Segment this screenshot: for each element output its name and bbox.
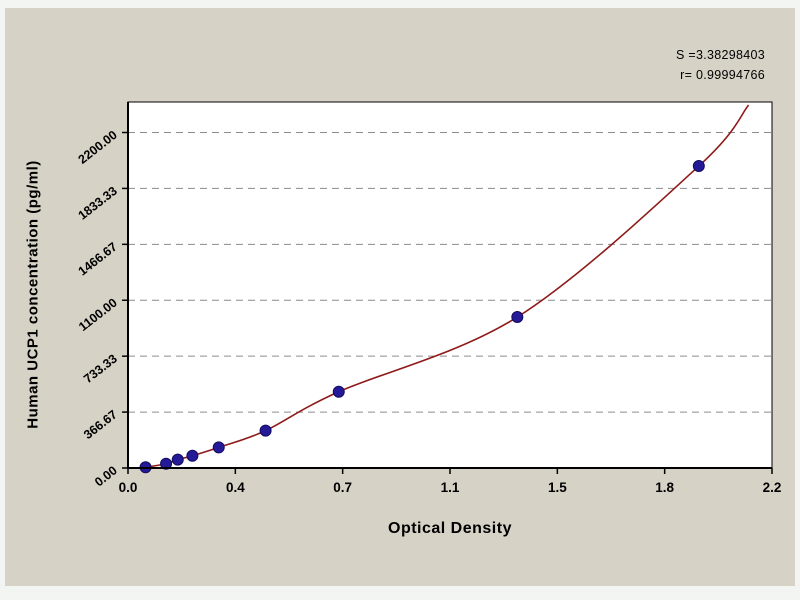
- data-point: [511, 311, 524, 324]
- data-point: [692, 160, 705, 173]
- x-tick-label: 0.0: [119, 480, 138, 495]
- x-tick-label: 1.8: [655, 480, 674, 495]
- data-point: [332, 385, 345, 398]
- y-tick-label: 1466.67: [76, 240, 120, 279]
- y-tick-label: 366.67: [81, 407, 120, 442]
- fit-parameter-r: r= 0.99994766: [680, 68, 765, 82]
- data-point: [212, 441, 225, 454]
- x-tick-label: 0.7: [333, 480, 352, 495]
- y-tick-label: 733.33: [81, 351, 120, 386]
- x-axis-label: Optical Density: [388, 520, 512, 537]
- plot-background: [128, 102, 772, 468]
- x-tick-label: 1.1: [441, 480, 460, 495]
- x-tick-label: 0.4: [226, 480, 245, 495]
- data-point: [259, 424, 272, 437]
- data-point: [171, 453, 184, 466]
- y-tick-label: 1833.33: [76, 184, 120, 223]
- data-point: [160, 457, 173, 470]
- y-tick-label: 1100.00: [76, 296, 120, 334]
- x-tick-label: 1.5: [548, 480, 567, 495]
- data-point: [186, 449, 199, 462]
- chart-panel: S =3.38298403 r= 0.99994766 Human UCP1 c…: [5, 8, 795, 586]
- x-tick-label: 2.2: [763, 480, 782, 495]
- fit-parameter-s: S =3.38298403: [675, 48, 765, 62]
- y-tick-label: 2200.00: [76, 128, 120, 167]
- plot-area: 0.00 366.67 733.33 1100.00 1466.67 1833.33 220…: [76, 101, 782, 495]
- y-tick-label: 0.00: [92, 463, 120, 489]
